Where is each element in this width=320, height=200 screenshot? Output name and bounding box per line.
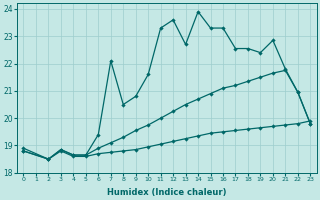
X-axis label: Humidex (Indice chaleur): Humidex (Indice chaleur) <box>107 188 227 197</box>
